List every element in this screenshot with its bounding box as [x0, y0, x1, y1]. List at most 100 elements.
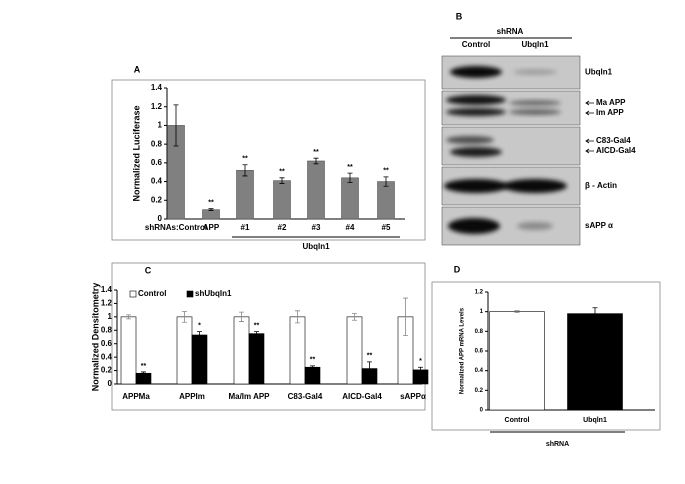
significance-label: **: [208, 200, 214, 207]
error-bar: [383, 176, 389, 187]
y-tick-label: 0.6: [101, 339, 113, 348]
error-bar: [347, 172, 353, 183]
label-arrow: [585, 138, 594, 144]
error-bar-line: [403, 297, 408, 337]
y-tick-label: 1.2: [101, 299, 113, 308]
x-tick-label: shRNAs:Control: [145, 223, 207, 232]
error-bar: [197, 331, 202, 339]
x-tick-label: Ubqln1: [583, 417, 607, 424]
error-bar: [367, 361, 372, 376]
bar: [489, 311, 545, 411]
error-bar: [141, 371, 146, 375]
error-bar-line: [141, 371, 146, 375]
blot-row-label: Ma APP: [596, 98, 626, 107]
error-bar: [310, 365, 315, 369]
bar: [567, 313, 623, 411]
lane-label: Control: [462, 40, 490, 49]
significance-label: *: [198, 322, 201, 329]
error-bar-line: [295, 310, 300, 324]
y-tick-label: 0.8: [475, 329, 484, 335]
y-tick-label: 0: [158, 214, 163, 223]
y-tick-label: 0: [480, 408, 484, 414]
y-axis-label: Normalized Densitometry: [90, 283, 100, 392]
error-bar-line: [313, 157, 319, 165]
x-tick-label: APPIm: [179, 392, 205, 401]
y-tick-label: 1.4: [151, 83, 163, 92]
lane-label: Ubqln1: [521, 40, 549, 49]
blot-band: [448, 218, 500, 234]
significance-label: **: [254, 322, 260, 329]
error-bar: [182, 311, 187, 323]
chart-panel: D 0 0.2 0.4 0.6 0.8 1 1.2 Normalized APP mRNA Le…: [431, 264, 661, 448]
y-tick-label: 0.4: [475, 368, 484, 374]
bar: [191, 334, 208, 385]
significance-label: **: [279, 169, 285, 176]
significance-label: **: [347, 164, 353, 171]
y-tick-label: 0: [108, 379, 113, 388]
blot-row-label: Ubqln1: [585, 68, 613, 77]
legend-label: shUbqln1: [195, 289, 232, 298]
significance-label: **: [383, 168, 389, 175]
blot-band: [509, 100, 561, 106]
x-tick-label: #1: [241, 223, 250, 232]
blot-band: [517, 222, 553, 230]
blot-strip: [441, 126, 581, 166]
error-bar-line: [197, 331, 202, 339]
blot-header: shRNA: [497, 27, 524, 36]
x-tick-label: sAPPα: [400, 392, 426, 401]
x-tick-label: Ma/Im APP: [228, 392, 270, 401]
blot-row-label: β - Actin: [585, 181, 617, 190]
error-bar: [208, 208, 214, 211]
group-label: shRNA: [546, 441, 569, 448]
blot-band: [444, 179, 508, 193]
x-tick-label: APP: [203, 223, 220, 232]
y-tick-label: 0.2: [151, 195, 163, 204]
legend-swatch: [186, 290, 194, 298]
blot-row-label: sAPP α: [585, 221, 613, 230]
panel-label: C: [145, 265, 152, 275]
y-tick-label: 0.8: [151, 139, 163, 148]
label-arrow: [585, 110, 594, 116]
panel-label: A: [134, 64, 141, 74]
panel-border: [111, 262, 426, 411]
y-axis-label: Normalized Luciferase: [131, 105, 141, 201]
error-bar-line: [352, 313, 357, 321]
significance-label: **: [242, 156, 248, 163]
blot-band: [446, 136, 494, 144]
x-tick-label: C83-Gal4: [288, 392, 323, 401]
y-tick-label: 0.4: [151, 177, 163, 186]
y-tick-label: 0.8: [101, 325, 113, 334]
y-tick-label: 0.6: [475, 349, 484, 355]
bar: [289, 316, 306, 385]
label-arrow: [585, 148, 594, 154]
x-tick-label: #2: [278, 223, 287, 232]
x-tick-label: #4: [346, 223, 355, 232]
y-tick-label: 1.2: [475, 290, 484, 296]
error-bar-line: [279, 177, 285, 184]
significance-label: **: [310, 357, 316, 364]
error-bar-line: [182, 311, 187, 323]
blot-band: [446, 108, 506, 116]
x-tick-label: AICD-Gal4: [342, 392, 382, 401]
error-bar-line: [418, 366, 423, 373]
y-tick-label: 1.2: [151, 102, 163, 111]
bar: [377, 181, 395, 220]
bar: [120, 316, 137, 385]
legend-label: Control: [138, 289, 166, 298]
bar: [236, 170, 254, 220]
error-bar: [254, 331, 259, 337]
y-tick-label: 1: [108, 312, 113, 321]
x-tick-label: #5: [382, 223, 391, 232]
blot-band: [446, 95, 506, 105]
error-bar-line: [254, 331, 259, 337]
y-tick-label: 0.4: [101, 352, 113, 361]
chart-panel: A 0 0.2 0.4 0.6 0.8 1 1.2 1.4 Normalized Lucifera…: [111, 64, 426, 251]
x-tick-label: #3: [312, 223, 321, 232]
error-bar-line: [592, 307, 598, 320]
y-tick-label: 0.6: [151, 158, 163, 167]
y-tick-label: 1.4: [101, 285, 113, 294]
error-bar-line: [310, 365, 315, 369]
significance-label: *: [419, 358, 422, 365]
